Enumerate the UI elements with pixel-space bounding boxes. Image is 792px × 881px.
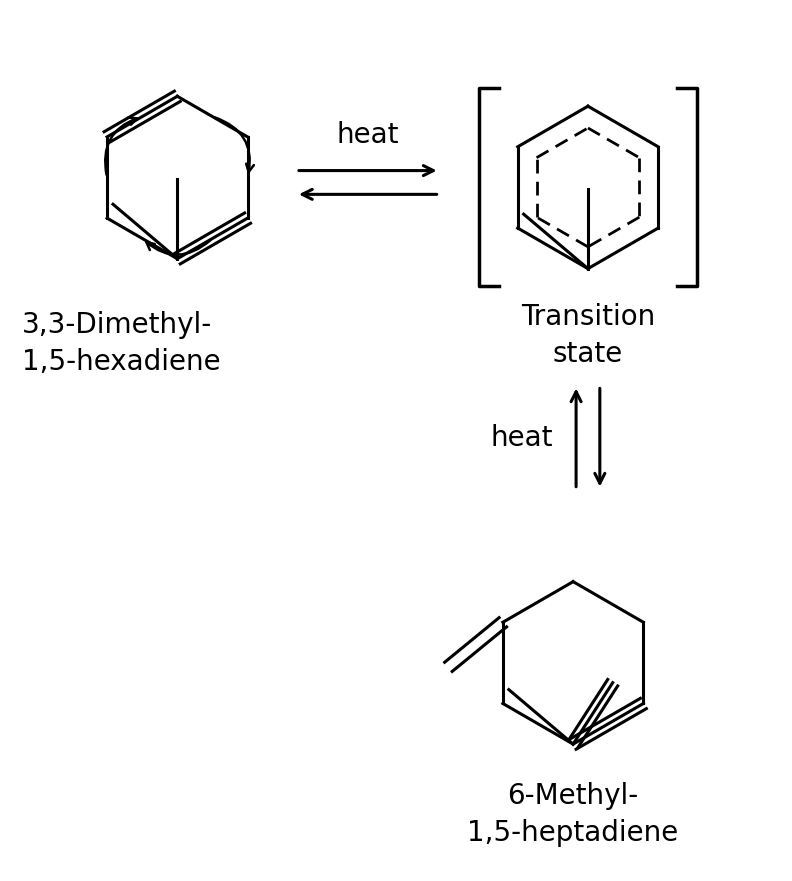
Text: 3,3-Dimethyl-
1,5-hexadiene: 3,3-Dimethyl- 1,5-hexadiene xyxy=(22,311,221,376)
Text: heat: heat xyxy=(337,121,399,149)
Text: Transition
state: Transition state xyxy=(521,303,655,368)
Text: heat: heat xyxy=(491,424,554,452)
Text: 6-Methyl-
1,5-heptadiene: 6-Methyl- 1,5-heptadiene xyxy=(467,781,679,847)
